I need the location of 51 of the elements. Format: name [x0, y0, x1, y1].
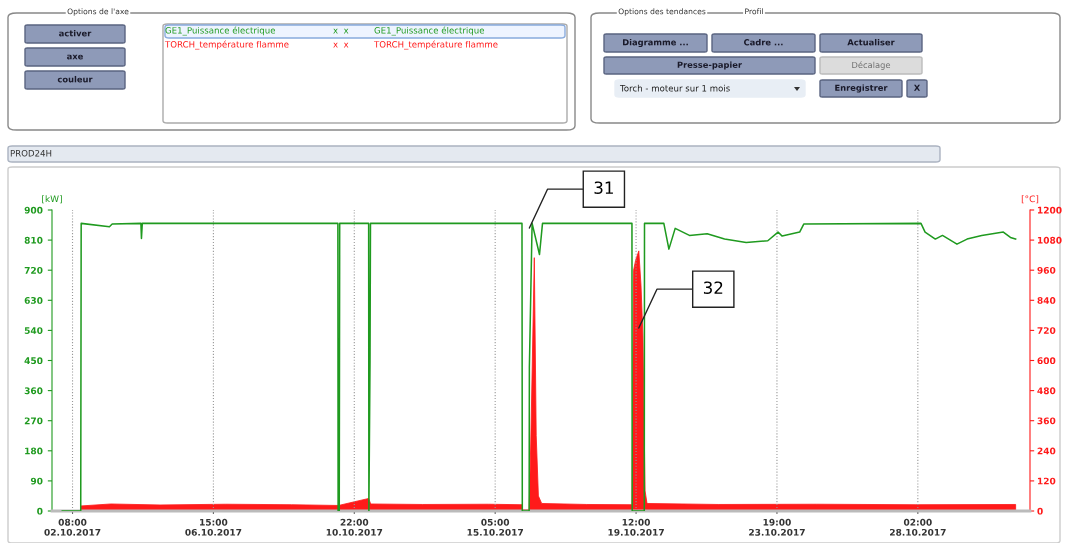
y2-tick-label: 1200 — [1037, 206, 1062, 214]
chart-title: PROD24H — [10, 149, 52, 157]
y2-tick-label: 840 — [1037, 297, 1056, 304]
y2-tick-label: 600 — [1037, 357, 1056, 365]
y2-tick-label: 480 — [1037, 387, 1056, 395]
text: X — [913, 84, 921, 91]
y-tick-label: 270 — [24, 417, 43, 425]
text: x x — [333, 28, 349, 34]
y2-tick-label: 120 — [1037, 477, 1056, 485]
y-tick-label: 630 — [24, 297, 43, 304]
text: x x — [333, 42, 349, 48]
annotation: 31 — [594, 181, 613, 195]
y2-tick-label: 360 — [1037, 417, 1056, 425]
x-tick-label: 22:00 10.10.2017 — [326, 518, 383, 536]
y-tick-label: 0 — [37, 507, 43, 515]
x-tick-label: 02:00 28.10.2017 — [890, 518, 946, 536]
text: GE1_Puissance électrique — [165, 26, 276, 36]
y-tick-label: 360 — [24, 387, 43, 395]
y-tick-label: 900 — [24, 206, 43, 214]
y2-tick-label: 240 — [1037, 447, 1056, 455]
x-tick-label: 15:00 06.10.2017 — [185, 518, 242, 536]
y-tick-label: 810 — [24, 236, 43, 244]
y2-tick-label: 720 — [1037, 327, 1056, 334]
text: TORCH_température flamme — [164, 40, 289, 50]
y-axis-title: [kW] — [42, 195, 62, 204]
y2-tick-label: 1080 — [1037, 236, 1062, 244]
text: TORCH_température flamme — [373, 40, 498, 50]
x-tick-label: 12:00 19.10.2017 — [608, 518, 664, 536]
text: Décalage — [852, 61, 891, 70]
x-tick-label: 05:00 15.10.2017 — [467, 518, 524, 536]
text: Presse-papier — [677, 61, 743, 70]
y2-tick-label: 960 — [1037, 266, 1056, 274]
x-tick-label: 19:00 23.10.2017 — [749, 518, 805, 536]
text: activer — [59, 29, 92, 37]
text: axe — [67, 54, 83, 60]
annotation: 32 — [703, 281, 723, 295]
text: Cadre ... — [743, 38, 783, 46]
text: couleur — [57, 75, 93, 83]
y-tick-label: 540 — [24, 327, 43, 334]
y-tick-label: 720 — [24, 266, 43, 274]
text: Torch - moteur sur 1 mois — [619, 84, 730, 92]
text: GE1_Puissance électrique — [374, 26, 485, 36]
text: Diagramme ... — [623, 38, 688, 48]
y-tick-label: 180 — [25, 447, 43, 455]
y2-tick-label: 0 — [1037, 507, 1043, 515]
text: Actualiser — [847, 38, 895, 46]
y-tick-label: 450 — [24, 357, 43, 365]
y2-axis-title: [°C] — [1021, 195, 1039, 204]
x-tick-label: 08:00 02.10.2017 — [44, 518, 101, 536]
y-tick-label: 90 — [30, 477, 43, 485]
text: Enregistrer — [835, 84, 888, 93]
